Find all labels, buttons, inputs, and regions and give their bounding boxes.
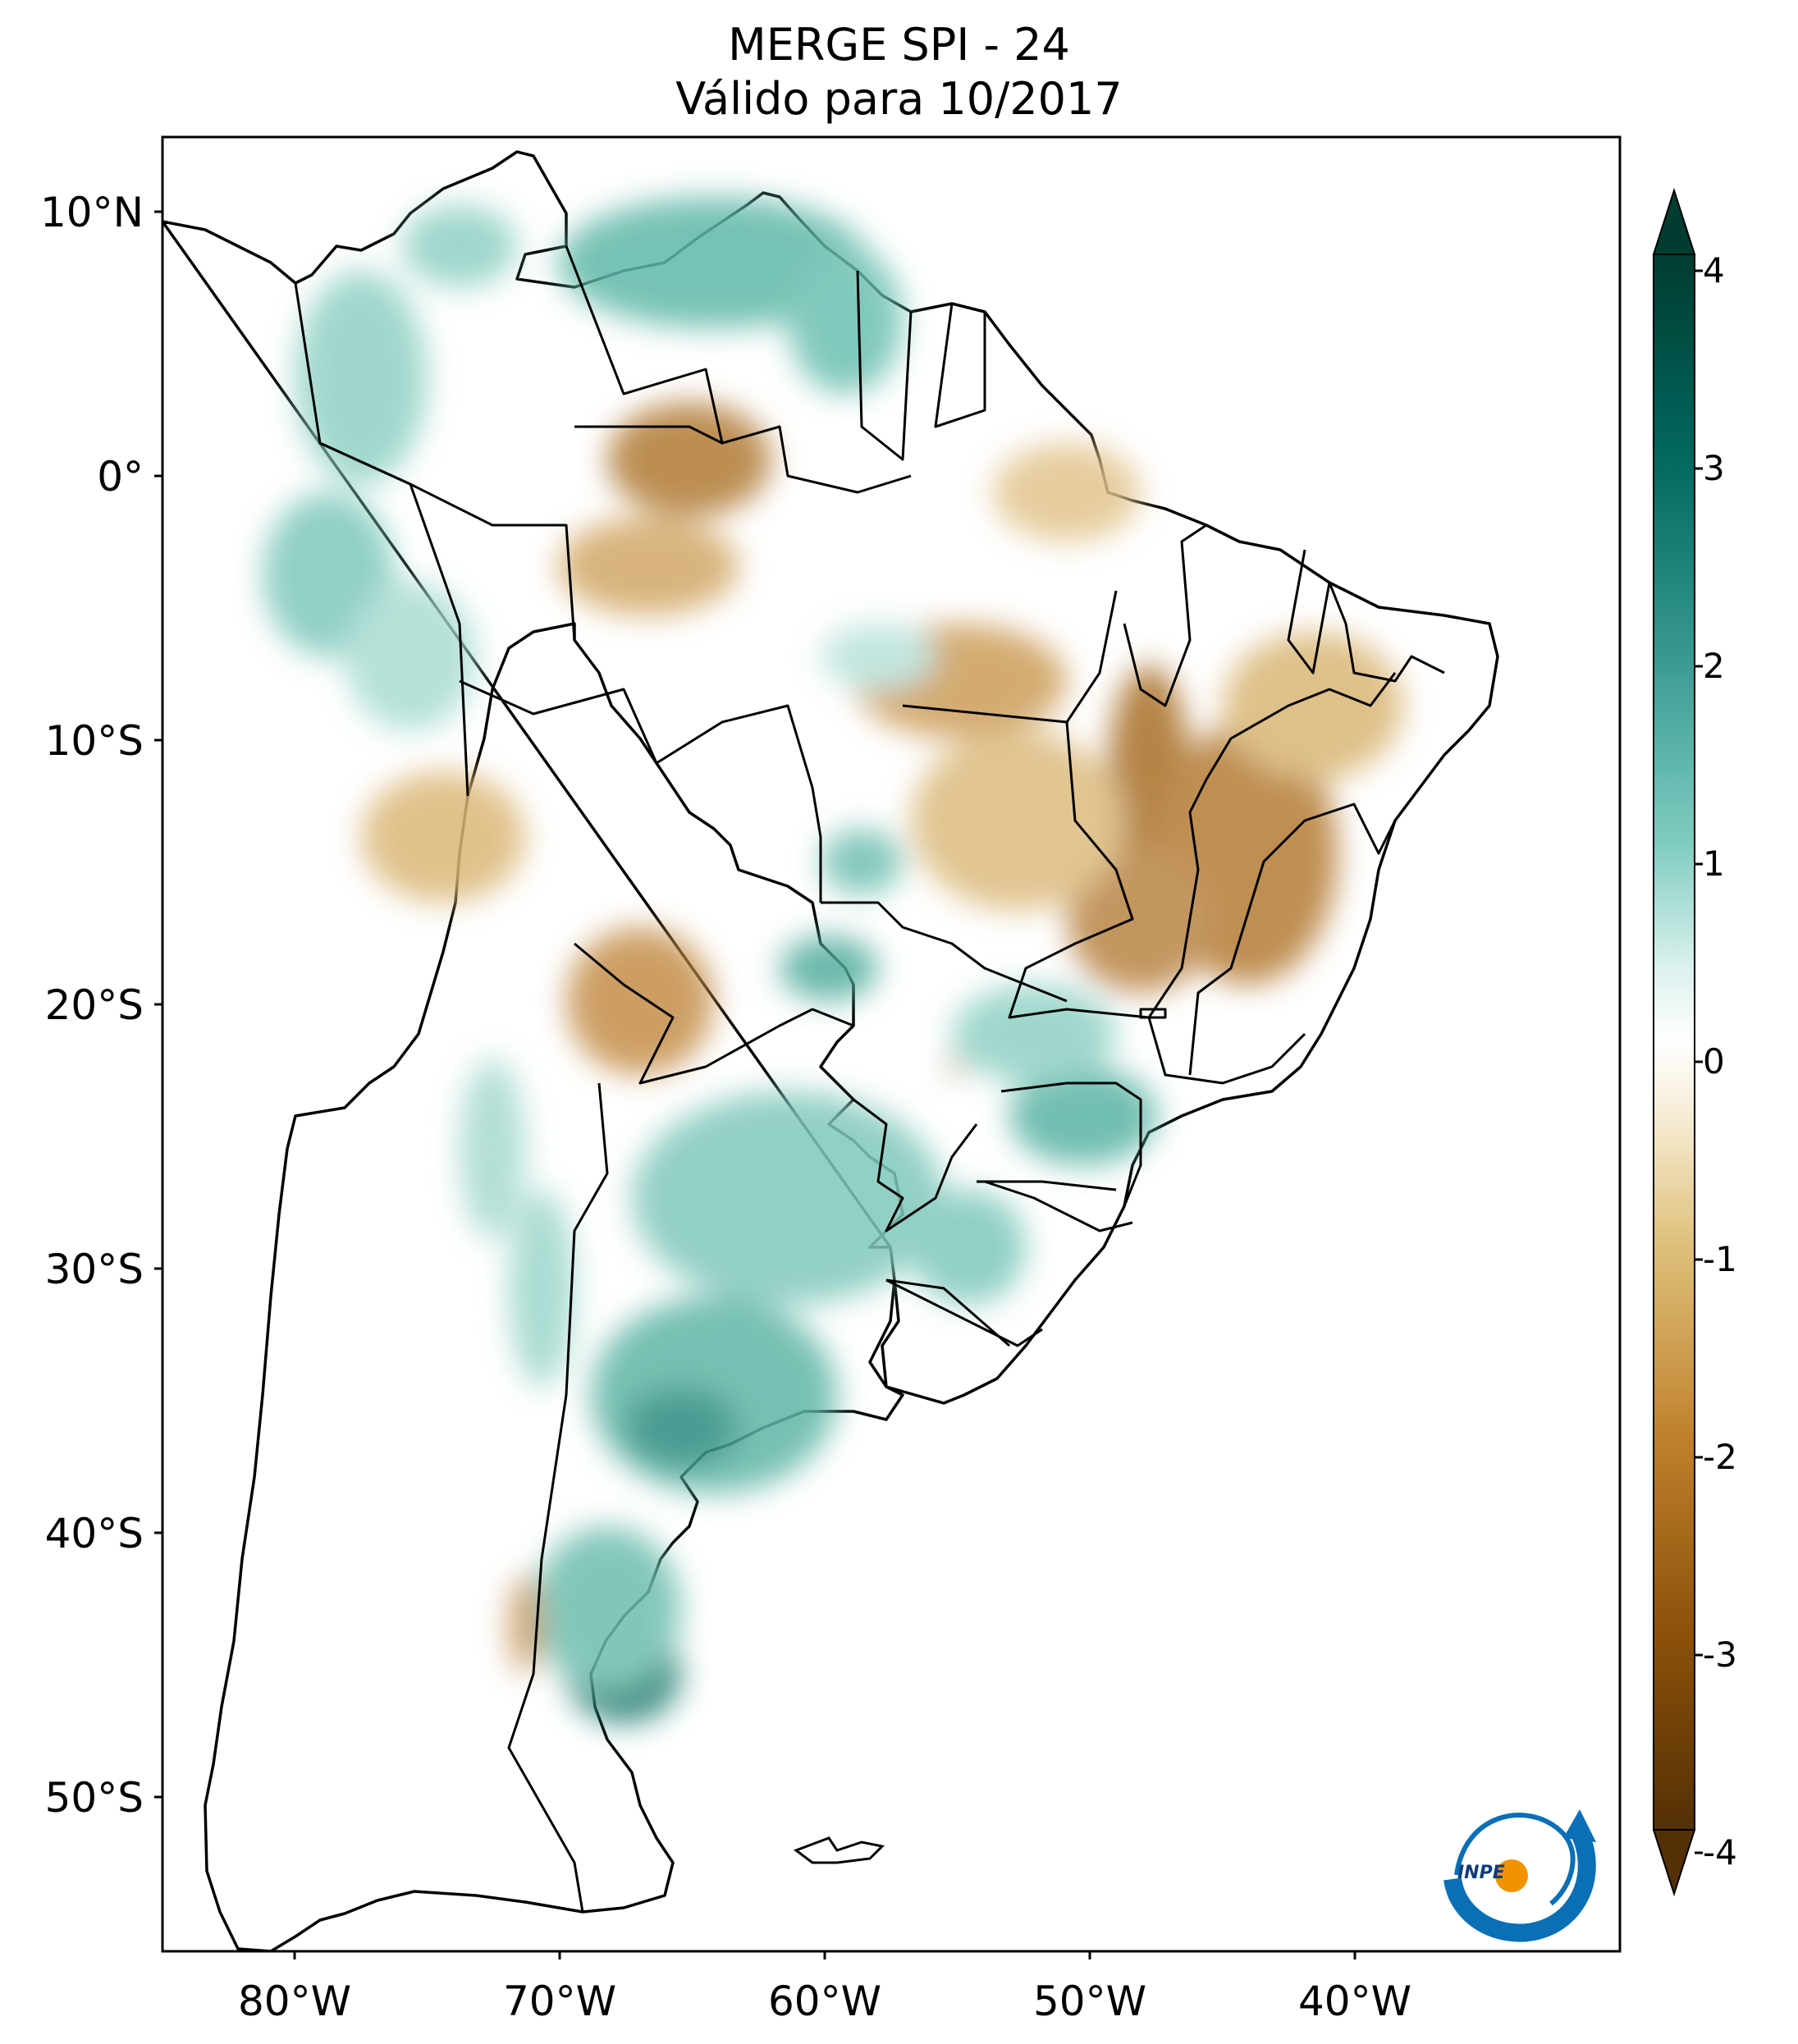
colorbar-label-neg1: -1	[1703, 1239, 1737, 1279]
map-subtitle: Válido para 10/2017	[675, 73, 1123, 125]
inpe-logo-text: INPE	[1457, 1863, 1505, 1883]
colorbar	[1652, 187, 1703, 1897]
colorbar-label-3: 3	[1703, 448, 1725, 488]
colorbar-label-neg4: -4	[1703, 1832, 1737, 1873]
colorbar-label-4: 4	[1703, 250, 1725, 290]
lon-label-40w: 40°W	[1297, 1978, 1412, 2025]
colorbar-label-0: 0	[1703, 1041, 1725, 1081]
lat-label-40s: 40°S	[44, 1510, 144, 1557]
colorbar-gradient	[1653, 254, 1695, 1831]
lon-label-50w: 50°W	[1032, 1978, 1147, 2025]
inpe-logo	[1443, 1809, 1596, 1942]
map-title: MERGE SPI - 24	[728, 19, 1070, 71]
colorbar-label-neg3: -3	[1703, 1635, 1737, 1675]
colorbar-label-2: 2	[1703, 646, 1725, 686]
colorbar-extend-max	[1652, 187, 1696, 255]
lon-label-70w: 70°W	[502, 1978, 617, 2025]
colorbar-label-1: 1	[1703, 844, 1725, 884]
lon-label-80w: 80°W	[237, 1978, 352, 2025]
lat-label-10s: 10°S	[44, 717, 144, 765]
country-borders	[294, 245, 1445, 1913]
lat-label-20s: 20°S	[44, 981, 144, 1029]
lat-label-0: 0°	[97, 453, 144, 501]
lat-label-10n: 10°N	[39, 189, 144, 236]
axis-ticks	[154, 210, 1357, 1959]
lat-label-50s: 50°S	[44, 1774, 144, 1822]
map-frame	[161, 135, 1622, 1953]
lat-label-30s: 30°S	[44, 1246, 144, 1293]
colorbar-label-neg2: -2	[1703, 1437, 1737, 1477]
lon-label-60w: 60°W	[767, 1978, 882, 2025]
colorbar-extend-min	[1652, 1829, 1696, 1897]
falkland-islands	[793, 1836, 885, 1864]
